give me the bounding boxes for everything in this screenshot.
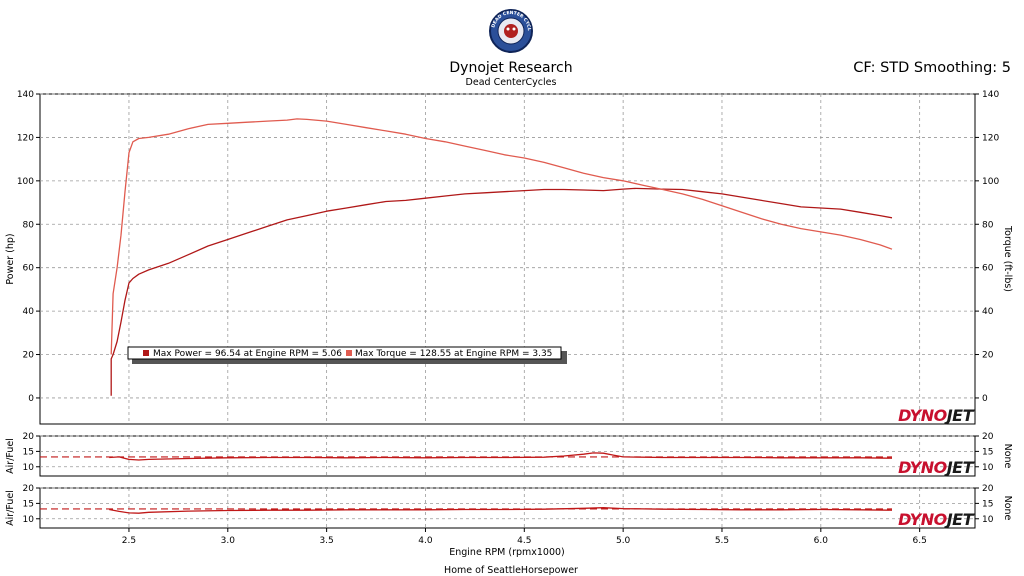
legend-power-swatch	[143, 350, 149, 356]
y2-axis-label: None	[1002, 496, 1013, 521]
y-tick-label: 120	[17, 133, 34, 143]
y-tick-label: 0	[28, 394, 34, 404]
y2-tick-label: 80	[982, 220, 994, 230]
y-tick-label: 15	[23, 447, 34, 457]
y2-tick-label: 0	[982, 394, 988, 404]
x-tick-label: 4.5	[517, 536, 531, 546]
y-axis-label: Power (hp)	[5, 233, 16, 284]
power-line	[110, 187, 893, 396]
y-tick-label: 60	[23, 264, 35, 274]
y2-tick-label: 20	[982, 432, 994, 442]
y-tick-label: 80	[23, 220, 35, 230]
air-fuel-line	[109, 507, 893, 514]
y-tick-label: 15	[23, 499, 34, 509]
y2-axis-label: Torque (ft-lbs)	[1002, 225, 1013, 292]
power-torque-panel: 0 0 20 20 40 40 60 60 80 80 100 100 120 120 140 140 Powe…	[5, 90, 1013, 425]
y-tick-label: 40	[23, 307, 35, 317]
dead-center-logo: DEAD CENTER CYCLES	[0, 0, 533, 53]
y-tick-label: 140	[17, 90, 34, 100]
y2-tick-label: 60	[982, 264, 994, 274]
y2-tick-label: 120	[982, 133, 999, 143]
plot-frame	[39, 435, 976, 477]
footer-text: Home of SeattleHorsepower	[444, 565, 578, 576]
air-fuel-panel-2: 10 10 15 15 20 20 Air/Fuel None DYNOJET	[5, 484, 1013, 529]
y-axis-label: Air/Fuel	[5, 438, 16, 474]
x-tick-label: 4.0	[418, 536, 433, 546]
y-tick-label: 10	[23, 515, 35, 525]
y2-tick-label: 10	[982, 515, 994, 525]
x-axis-label: Engine RPM (rpmx1000)	[449, 547, 565, 558]
legend-torque-label: Max Torque = 128.55 at Engine RPM = 3.35	[355, 349, 552, 359]
logo-text: DEAD CENTER CYCLES	[0, 0, 532, 31]
y-tick-label: 20	[23, 484, 35, 494]
x-tick-label: 6.5	[912, 536, 926, 546]
plot-frame	[39, 93, 976, 425]
y2-tick-label: 140	[982, 90, 999, 100]
dynojet-brand-logo: DYNOJET	[898, 406, 975, 425]
y2-axis-label: None	[1002, 444, 1013, 469]
legend-torque-swatch	[346, 350, 352, 356]
y2-tick-label: 10	[982, 463, 994, 473]
legend: Max Power = 96.54 at Engine RPM = 5.06 M…	[127, 346, 567, 364]
y2-tick-label: 15	[982, 499, 993, 509]
air-fuel-panel-1: 10 10 15 15 20 20 Air/Fuel None DYNOJET	[5, 432, 1013, 477]
x-tick-label: 5.0	[616, 536, 631, 546]
x-tick-label: 5.5	[715, 536, 729, 546]
x-tick-label: 3.5	[319, 536, 333, 546]
y2-tick-label: 40	[982, 307, 994, 317]
y-tick-label: 10	[23, 463, 35, 473]
y2-tick-label: 20	[982, 484, 994, 494]
dynojet-brand-logo: DYNOJET	[898, 510, 975, 529]
chart-subtitle: Dead CenterCycles	[466, 77, 557, 88]
dynojet-brand-logo: DYNOJET	[898, 458, 975, 477]
y-axis-label: Air/Fuel	[5, 490, 16, 526]
plot-frame	[39, 487, 976, 529]
legend-power-label: Max Power = 96.54 at Engine RPM = 5.06	[153, 349, 342, 359]
x-axis: 2.5 3.0 3.5 4.0 4.5 5.0 5.5 6.0 6.5	[122, 528, 927, 546]
y-tick-label: 20	[23, 432, 35, 442]
y-tick-label: 100	[17, 177, 34, 187]
y-tick-label: 20	[23, 351, 35, 361]
y2-tick-label: 20	[982, 351, 994, 361]
x-tick-label: 3.0	[221, 536, 236, 546]
chart-title: Dynojet Research	[449, 60, 572, 76]
torque-line	[110, 118, 893, 355]
cf-smoothing-info: CF: STD Smoothing: 5	[853, 60, 1011, 76]
y2-tick-label: 15	[982, 447, 993, 457]
x-tick-label: 6.0	[814, 536, 829, 546]
y2-tick-label: 100	[982, 177, 999, 187]
x-tick-label: 2.5	[122, 536, 136, 546]
